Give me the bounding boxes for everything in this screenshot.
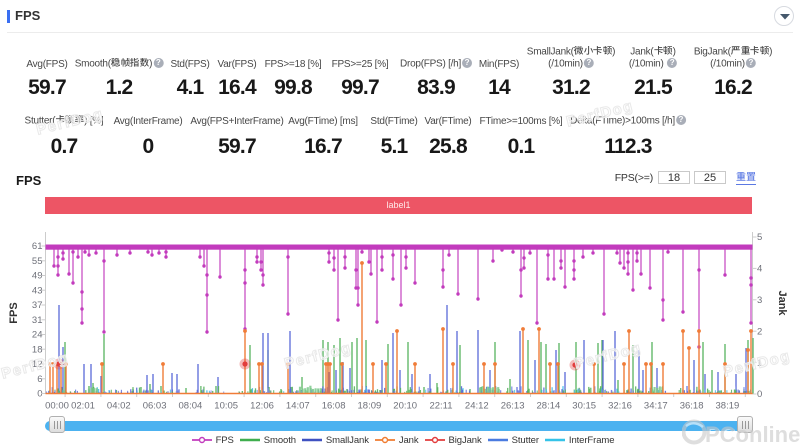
svg-text:32:16: 32:16: [608, 401, 632, 412]
svg-text:18: 18: [32, 344, 43, 355]
svg-text:02:01: 02:01: [71, 401, 95, 412]
svg-text:2: 2: [757, 326, 762, 337]
svg-text:0: 0: [757, 389, 762, 400]
svg-text:36:18: 36:18: [680, 401, 704, 412]
svg-text:5: 5: [757, 232, 762, 243]
svg-text:43: 43: [32, 285, 43, 296]
svg-text:24: 24: [32, 330, 43, 341]
svg-text:4: 4: [757, 264, 762, 275]
svg-text:18:09: 18:09: [358, 401, 382, 412]
svg-text:61: 61: [32, 241, 43, 252]
svg-text:04:02: 04:02: [107, 401, 131, 412]
svg-text:30:15: 30:15: [572, 401, 596, 412]
svg-text:31: 31: [32, 315, 43, 326]
svg-text:49: 49: [32, 271, 43, 282]
svg-text:12:06: 12:06: [250, 401, 274, 412]
svg-text:08:04: 08:04: [179, 401, 203, 412]
svg-text:FPS: FPS: [8, 302, 20, 323]
svg-text:22:11: 22:11: [429, 401, 452, 412]
svg-text:10:05: 10:05: [214, 401, 238, 412]
svg-text:14:07: 14:07: [286, 401, 310, 412]
svg-text:28:14: 28:14: [537, 401, 561, 412]
svg-text:Jank: Jank: [776, 290, 788, 316]
svg-text:20:10: 20:10: [393, 401, 417, 412]
svg-text:55: 55: [32, 256, 43, 267]
svg-text:00:00: 00:00: [45, 401, 69, 412]
svg-text:37: 37: [32, 300, 43, 311]
svg-text:26:13: 26:13: [501, 401, 525, 412]
svg-text:3: 3: [757, 295, 762, 306]
svg-text:34:17: 34:17: [644, 401, 668, 412]
svg-text:24:12: 24:12: [465, 401, 489, 412]
svg-text:1: 1: [757, 358, 762, 369]
svg-text:06:03: 06:03: [143, 401, 167, 412]
svg-text:PConline: PConline: [705, 422, 800, 447]
svg-text:38:19: 38:19: [716, 401, 740, 412]
svg-text:6: 6: [37, 374, 42, 385]
svg-text:12: 12: [32, 359, 43, 370]
svg-text:16:08: 16:08: [322, 401, 346, 412]
svg-text:0: 0: [37, 389, 42, 400]
